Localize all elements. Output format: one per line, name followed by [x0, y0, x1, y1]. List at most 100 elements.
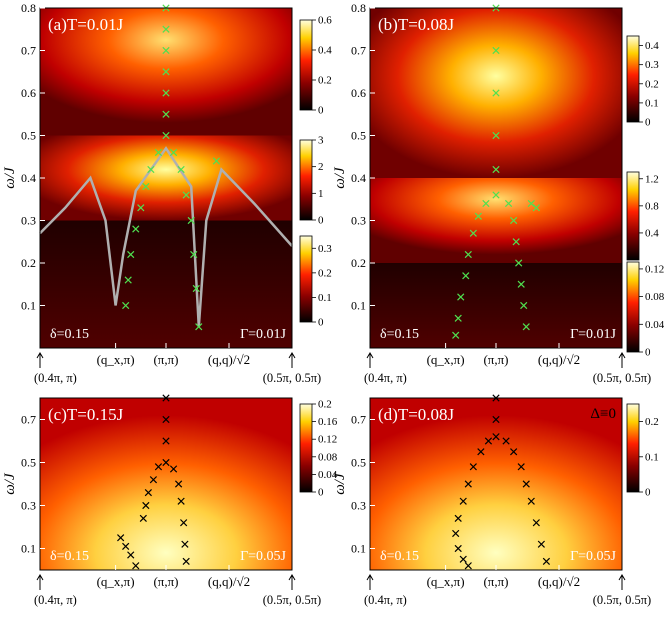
peak-cross [477, 448, 485, 456]
doping-label: δ=0.15 [380, 327, 419, 342]
x-tick-label: (q_x,π) [97, 352, 135, 367]
peak-cross [162, 89, 170, 97]
peak-cross [522, 480, 530, 488]
y-tick-label: 0.8 [21, 1, 36, 15]
peak-cross [139, 514, 147, 523]
damping-label: Γ=0.05J [240, 549, 286, 564]
peak-cross [532, 519, 540, 527]
peak-cross [517, 280, 525, 288]
y-tick-label: 0.7 [351, 413, 366, 427]
peak-cross [124, 276, 132, 284]
peak-cross [492, 131, 500, 140]
peak-cross [459, 497, 467, 505]
colorbar-tick-label: 2 [318, 161, 324, 173]
peak-cross [162, 131, 170, 140]
peak-cross [132, 562, 140, 570]
peak-cross [492, 433, 500, 441]
y-tick-label: 0.3 [21, 214, 36, 228]
gap-note: Δ≡0 [590, 406, 616, 422]
colorbar-tick-label: 0.6 [318, 15, 332, 27]
peak-cross [492, 191, 500, 199]
x-tick-label: (π,π) [153, 574, 178, 589]
y-tick-label: 0.5 [21, 129, 36, 143]
x-tick-label: (π,π) [153, 352, 178, 367]
panel-d: 0 0.1 0.2 0.1 0.3 0.5 0.7 ω/J (d)T=0.08J Δ≡0 δ=0.1… [332, 394, 659, 607]
colorbar-tick-label: 0.04 [645, 319, 664, 331]
peak-cross [142, 182, 150, 191]
peak-cross [510, 448, 518, 456]
endpoint-label: (0.5π, 0.5π) [593, 593, 651, 607]
peak-cross [492, 46, 500, 55]
colorbar-tick-label: 1.2 [645, 173, 659, 185]
peak-cross [162, 110, 170, 118]
x-tick-label: (q,q)/√2 [538, 574, 580, 589]
y-tick-label: 0.7 [21, 413, 36, 427]
colorbar-tick-label: 0.2 [645, 78, 659, 90]
peak-cross [517, 463, 525, 471]
x-tick-label: (q,q)/√2 [208, 574, 250, 589]
y-tick-label: 0.1 [351, 299, 366, 313]
peak-cross [464, 562, 472, 570]
colorbar-tick-label: 0.04 [318, 469, 338, 481]
peak-cross [512, 238, 520, 246]
x-tick-label: (q_x,π) [97, 574, 135, 589]
peak-cross [192, 284, 200, 293]
colorbar-tick-label: 0.3 [645, 59, 659, 71]
colorbar-tick-label: 0.12 [645, 263, 664, 275]
endpoint-label: (0.4π, π) [364, 371, 407, 385]
peak-cross [212, 157, 221, 165]
doping-label: δ=0.15 [380, 549, 419, 564]
peak-cross [190, 250, 198, 259]
panel-a: 0 0.2 0.4 0.6 0 1 2 3 0 0.1 0.2 0.3 0.1 0.2 0.3 0.4 0.5 0… [2, 1, 332, 385]
panel-title: (b)T=0.08J [378, 15, 455, 34]
peak-cross [162, 68, 170, 76]
endpoint-arrow [618, 352, 626, 368]
y-tick-label: 0.2 [21, 256, 36, 270]
colorbar-tick-label: 0.2 [318, 75, 332, 87]
endpoint-arrow [366, 352, 374, 368]
colorbar-tick-label: 3 [318, 135, 324, 147]
peak-cross [469, 463, 477, 471]
peak-cross [464, 250, 472, 259]
endpoint-arrow [288, 574, 296, 590]
colorbar-tick-label: 0 [318, 105, 324, 117]
y-tick-label: 0.4 [351, 171, 366, 185]
peak-cross [127, 250, 135, 259]
peak-cross [162, 415, 170, 424]
peak-cross [180, 519, 188, 527]
endpoint-label: (0.5π, 0.5π) [263, 593, 321, 607]
heatmap-band-2 [370, 263, 622, 348]
peak-cross [181, 540, 189, 548]
peak-cross [154, 148, 163, 157]
peak-cross [492, 89, 500, 97]
peak-cross [464, 480, 472, 488]
doping-label: δ=0.15 [50, 549, 89, 564]
x-tick-label: (π,π) [483, 352, 508, 367]
colorbar-tick-label: 0 [318, 215, 324, 227]
colorbar [626, 35, 640, 123]
y-tick-label: 0.1 [21, 542, 36, 556]
peak-cross [454, 544, 462, 553]
y-tick-label: 0.6 [351, 86, 366, 100]
x-tick-label: (q_x,π) [427, 352, 465, 367]
colorbar-tick-label: 0.2 [318, 267, 332, 279]
colorbar-tick-label: 0 [318, 317, 324, 329]
peak-cross [515, 259, 523, 267]
y-axis-label: ω/J [2, 166, 18, 189]
peak-cross [154, 463, 163, 471]
peak-cross [452, 331, 460, 339]
peak-cross [520, 301, 528, 310]
peak-cross [474, 212, 482, 220]
colorbar-tick-label: 0.12 [318, 434, 337, 446]
endpoint-label: (0.4π, π) [34, 371, 77, 385]
colorbar-tick-label: 0 [645, 117, 651, 129]
colorbar-tick-label: 1 [318, 188, 324, 200]
heatmap-band-2 [40, 220, 292, 348]
endpoint-arrow [36, 574, 44, 590]
colorbar [299, 139, 313, 221]
peak-cross [454, 314, 462, 322]
peak-cross [492, 415, 500, 424]
colorbar-tick-label: 0.2 [645, 416, 659, 428]
peak-cross [142, 501, 150, 510]
